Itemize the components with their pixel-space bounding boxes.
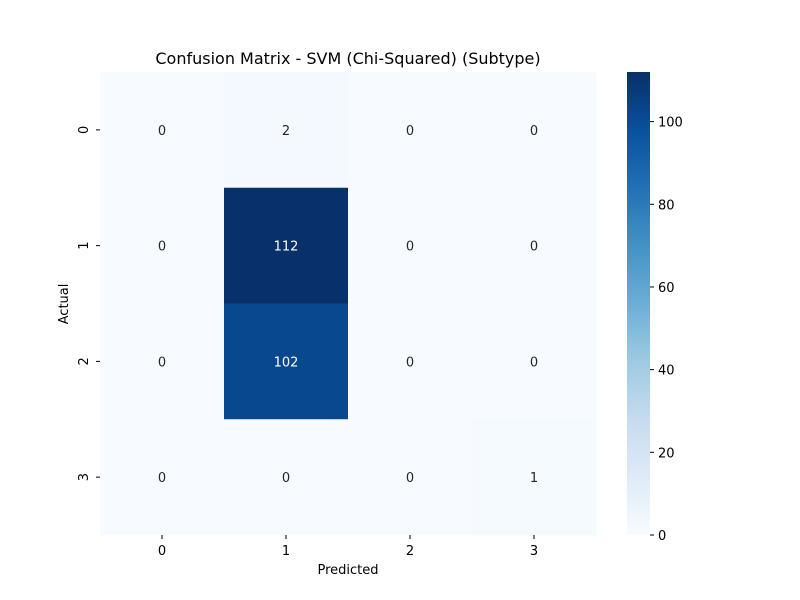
heatmap-cell-labels: 0 2 0 0 0 112 0 0 0 102 0 0 0 0 0 1	[158, 124, 538, 486]
cell-value-0-3: 0	[530, 124, 538, 139]
cell-value-1-1: 112	[274, 240, 299, 255]
heatmap-cell-0-2	[348, 72, 473, 189]
heatmap-cell-1-1	[224, 187, 349, 304]
heatmap-cell-1-2	[348, 187, 473, 304]
heatmap-cell-1-0	[100, 187, 225, 304]
y-tick-label-2: 2	[77, 357, 92, 365]
colorbar-tick-label-5: 100	[658, 116, 683, 131]
cell-value-2-0: 0	[158, 355, 166, 370]
cell-value-3-1: 0	[282, 471, 290, 486]
x-axis-ticks: 0 1 2 3	[158, 535, 538, 559]
cell-value-2-2: 0	[406, 355, 414, 370]
heatmap-cell-3-2	[348, 419, 473, 536]
heatmap-cell-0-3	[472, 72, 597, 189]
cell-value-1-2: 0	[406, 240, 414, 255]
colorbar-tick-label-4: 80	[658, 198, 675, 213]
x-tick-label-3: 3	[530, 544, 538, 559]
y-axis-label: Actual	[57, 284, 72, 325]
colorbar-tick-label-2: 40	[658, 364, 675, 379]
heatmap-cell-0-0	[100, 72, 225, 189]
y-axis-ticks: 0 1 2 3	[77, 126, 100, 481]
x-axis-label: Predicted	[317, 563, 378, 578]
cell-value-0-0: 0	[158, 124, 166, 139]
colorbar-ticks: 0 20 40 60 80 100	[650, 116, 683, 544]
x-tick-label-0: 0	[158, 544, 166, 559]
cell-value-3-0: 0	[158, 471, 166, 486]
cell-value-1-0: 0	[158, 240, 166, 255]
colorbar-tick-label-1: 20	[658, 446, 675, 461]
heatmap-cell-2-0	[100, 303, 225, 420]
heatmap-cell-2-2	[348, 303, 473, 420]
cell-value-2-3: 0	[530, 355, 538, 370]
heatmap-cell-2-3	[472, 303, 597, 420]
cell-value-0-1: 2	[282, 124, 290, 139]
cell-value-3-3: 1	[530, 471, 538, 486]
heatmap-cell-3-3	[472, 419, 597, 536]
x-tick-label-2: 2	[406, 544, 414, 559]
chart-title: Confusion Matrix - SVM (Chi-Squared) (Su…	[155, 49, 540, 68]
cell-value-2-1: 102	[274, 355, 299, 370]
heatmap-cell-3-0	[100, 419, 225, 536]
y-tick-label-0: 0	[77, 126, 92, 134]
colorbar-tick-label-3: 60	[658, 281, 675, 296]
heatmap-cell-1-3	[472, 187, 597, 304]
cell-value-1-3: 0	[530, 240, 538, 255]
heatmap-cell-0-1	[224, 72, 349, 189]
heatmap-cell-3-1	[224, 419, 349, 536]
cell-value-3-2: 0	[406, 471, 414, 486]
y-tick-label-1: 1	[77, 241, 92, 249]
y-tick-label-3: 3	[77, 473, 92, 481]
colorbar	[627, 72, 650, 535]
heatmap-cell-2-1	[224, 303, 349, 420]
heatmap-cells	[100, 72, 597, 536]
colorbar-tick-label-0: 0	[658, 529, 666, 544]
x-tick-label-1: 1	[282, 544, 290, 559]
cell-value-0-2: 0	[406, 124, 414, 139]
